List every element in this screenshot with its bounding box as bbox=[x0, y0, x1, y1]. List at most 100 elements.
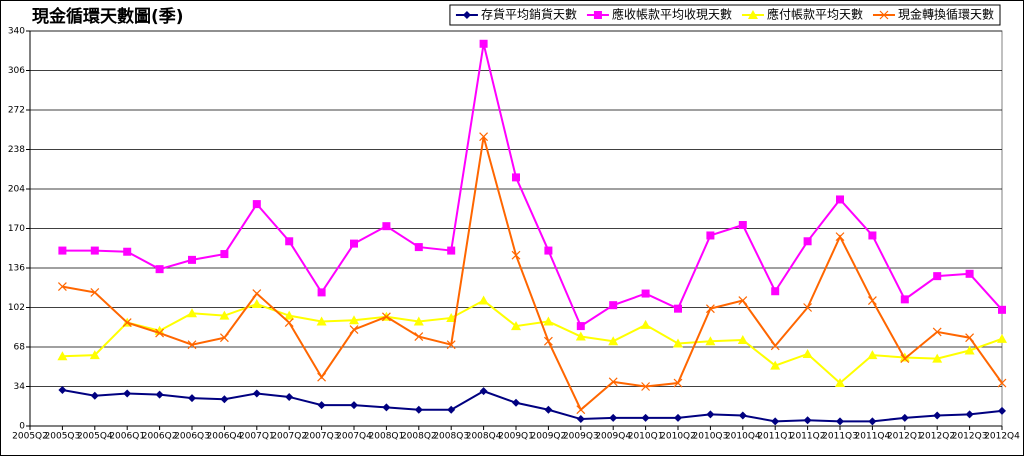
data-point bbox=[771, 417, 780, 426]
y-tick-label: 272 bbox=[8, 106, 25, 116]
data-point bbox=[187, 340, 197, 350]
data-point bbox=[835, 378, 845, 388]
x-tick-label: 2007Q4 bbox=[336, 432, 372, 442]
y-tick-label: 136 bbox=[8, 264, 25, 274]
series-line bbox=[62, 299, 1003, 385]
data-point bbox=[576, 405, 586, 415]
data-point bbox=[835, 232, 845, 242]
data-point bbox=[512, 398, 520, 407]
data-point bbox=[900, 295, 909, 304]
data-point bbox=[867, 350, 878, 360]
data-point bbox=[770, 360, 781, 370]
data-point bbox=[479, 387, 488, 396]
data-point bbox=[90, 287, 100, 297]
data-point bbox=[251, 299, 262, 309]
data-point bbox=[706, 410, 715, 419]
x-tick-label: 2012Q3 bbox=[952, 432, 988, 442]
data-point bbox=[57, 282, 67, 292]
x-tick-label: 2009Q3 bbox=[563, 432, 599, 442]
data-point bbox=[641, 413, 650, 422]
data-point bbox=[349, 325, 359, 334]
series-line bbox=[62, 389, 1003, 423]
data-point bbox=[447, 405, 456, 414]
data-point bbox=[965, 333, 975, 343]
data-point bbox=[802, 348, 813, 358]
data-point bbox=[284, 318, 294, 328]
x-tick-label: 2009Q4 bbox=[595, 432, 631, 442]
data-point bbox=[543, 336, 553, 346]
data-point bbox=[414, 405, 423, 414]
x-tick-label: 2006Q3 bbox=[174, 432, 210, 442]
data-point bbox=[349, 315, 359, 325]
x-tick-label: 2009Q2 bbox=[531, 432, 567, 442]
data-point bbox=[220, 395, 229, 404]
data-point bbox=[382, 403, 391, 412]
data-point bbox=[543, 316, 554, 326]
x-tick-label: 2012Q1 bbox=[887, 432, 923, 442]
data-point bbox=[932, 327, 942, 337]
data-point bbox=[479, 39, 488, 48]
data-point bbox=[414, 243, 423, 252]
x-tick-label: 2005Q2 bbox=[12, 432, 48, 442]
x-tick-label: 2008Q3 bbox=[433, 432, 469, 442]
data-point bbox=[576, 415, 585, 424]
data-point bbox=[738, 411, 747, 420]
data-point bbox=[705, 304, 715, 314]
data-point bbox=[89, 350, 100, 360]
legend-label: 應收帳款平均收現天數 bbox=[612, 7, 732, 22]
y-tick-label: 204 bbox=[8, 185, 25, 195]
data-point bbox=[673, 378, 683, 388]
x-tick-label: 2011Q1 bbox=[757, 432, 793, 442]
data-point bbox=[609, 301, 618, 310]
data-point bbox=[316, 316, 327, 326]
data-point bbox=[608, 377, 618, 387]
y-tick-label: 34 bbox=[14, 382, 26, 392]
data-point bbox=[737, 335, 748, 345]
data-point bbox=[965, 410, 974, 419]
x-tick-label: 2005Q4 bbox=[77, 432, 113, 442]
data-point bbox=[511, 250, 521, 260]
data-point bbox=[90, 246, 99, 255]
data-point bbox=[188, 394, 196, 403]
data-point bbox=[770, 341, 780, 351]
data-point bbox=[868, 417, 877, 426]
data-point bbox=[219, 310, 230, 320]
data-point bbox=[350, 401, 358, 410]
data-point bbox=[155, 265, 164, 274]
series-line bbox=[62, 136, 1003, 412]
y-tick-label: 170 bbox=[8, 224, 25, 234]
legend-box bbox=[449, 4, 1001, 26]
data-point bbox=[640, 319, 651, 329]
data-point bbox=[123, 389, 132, 398]
data-point bbox=[187, 308, 197, 318]
legend-marker bbox=[462, 11, 471, 19]
data-point bbox=[803, 416, 812, 425]
data-point bbox=[317, 288, 326, 297]
data-point bbox=[608, 336, 619, 346]
data-point bbox=[965, 269, 974, 278]
y-tick-label: 102 bbox=[8, 303, 25, 313]
data-point bbox=[220, 250, 229, 259]
data-point bbox=[478, 295, 489, 305]
data-point bbox=[252, 289, 262, 298]
series-line bbox=[62, 43, 1003, 328]
data-point bbox=[803, 237, 812, 246]
chart-title: 現金循環天數圖(季) bbox=[32, 6, 184, 27]
y-tick-label: 68 bbox=[14, 343, 26, 353]
data-point bbox=[317, 372, 327, 382]
legend-label: 應付帳款平均天數 bbox=[767, 7, 863, 22]
x-tick-label: 2005Q3 bbox=[45, 432, 81, 442]
data-point bbox=[964, 345, 975, 355]
data-point bbox=[284, 310, 295, 320]
data-point bbox=[674, 413, 682, 422]
data-point bbox=[447, 246, 456, 255]
x-tick-label: 2008Q2 bbox=[401, 432, 437, 442]
x-tick-label: 2011Q2 bbox=[790, 432, 826, 442]
legend-marker bbox=[879, 10, 889, 20]
x-tick-label: 2007Q1 bbox=[239, 432, 275, 442]
data-point bbox=[576, 322, 585, 331]
y-tick-label: 306 bbox=[8, 66, 25, 76]
data-point bbox=[803, 303, 813, 312]
data-point bbox=[738, 296, 748, 305]
data-point bbox=[122, 318, 132, 328]
